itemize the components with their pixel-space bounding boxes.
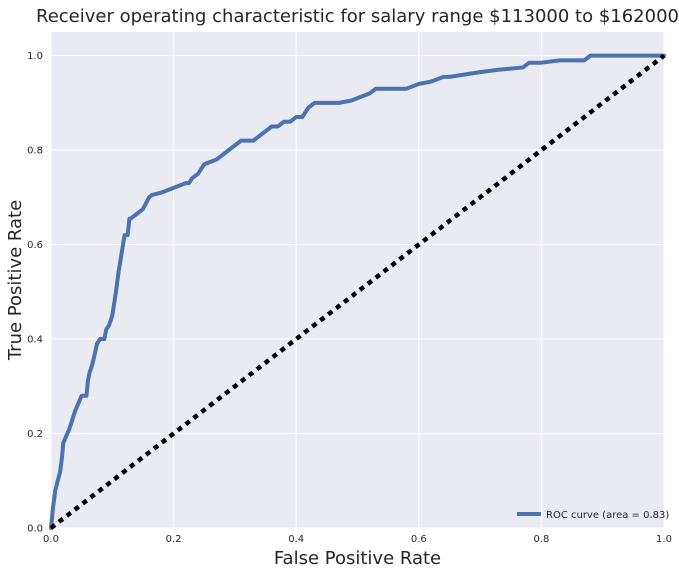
x-tick-label: 0.2 (166, 534, 182, 545)
y-tick-label: 0.8 (27, 146, 43, 157)
y-tick-label: 0.0 (27, 524, 43, 535)
plot-area (51, 32, 664, 528)
chance-diagonal-line (49, 53, 666, 530)
y-tick-label: 0.6 (27, 240, 43, 251)
x-tick-label: 0.6 (411, 534, 427, 545)
series-layer (49, 53, 666, 530)
roc-curve-line (49, 53, 666, 530)
x-tick-label: 0.8 (533, 534, 549, 545)
legend: ROC curve (area = 0.83) (517, 510, 669, 521)
x-tick-label: 1.0 (656, 534, 672, 545)
ticks: 0.0 0.2 0.4 0.6 0.8 1.0 0.0 0.2 0.4 0.6 0.8 1.0 (27, 51, 672, 545)
chart-title: Receiver operating characteristic for sa… (36, 6, 679, 27)
grid (50, 32, 665, 529)
x-tick-label: 0.4 (288, 534, 304, 545)
y-axis-label: True Positive Rate (5, 200, 26, 361)
y-tick-label: 1.0 (27, 51, 43, 62)
x-tick-label: 0.0 (43, 534, 59, 545)
y-tick-label: 0.2 (27, 429, 43, 440)
y-tick-label: 0.4 (27, 335, 43, 346)
legend-label: ROC curve (area = 0.83) (546, 510, 669, 521)
x-axis-label: False Positive Rate (274, 548, 441, 569)
